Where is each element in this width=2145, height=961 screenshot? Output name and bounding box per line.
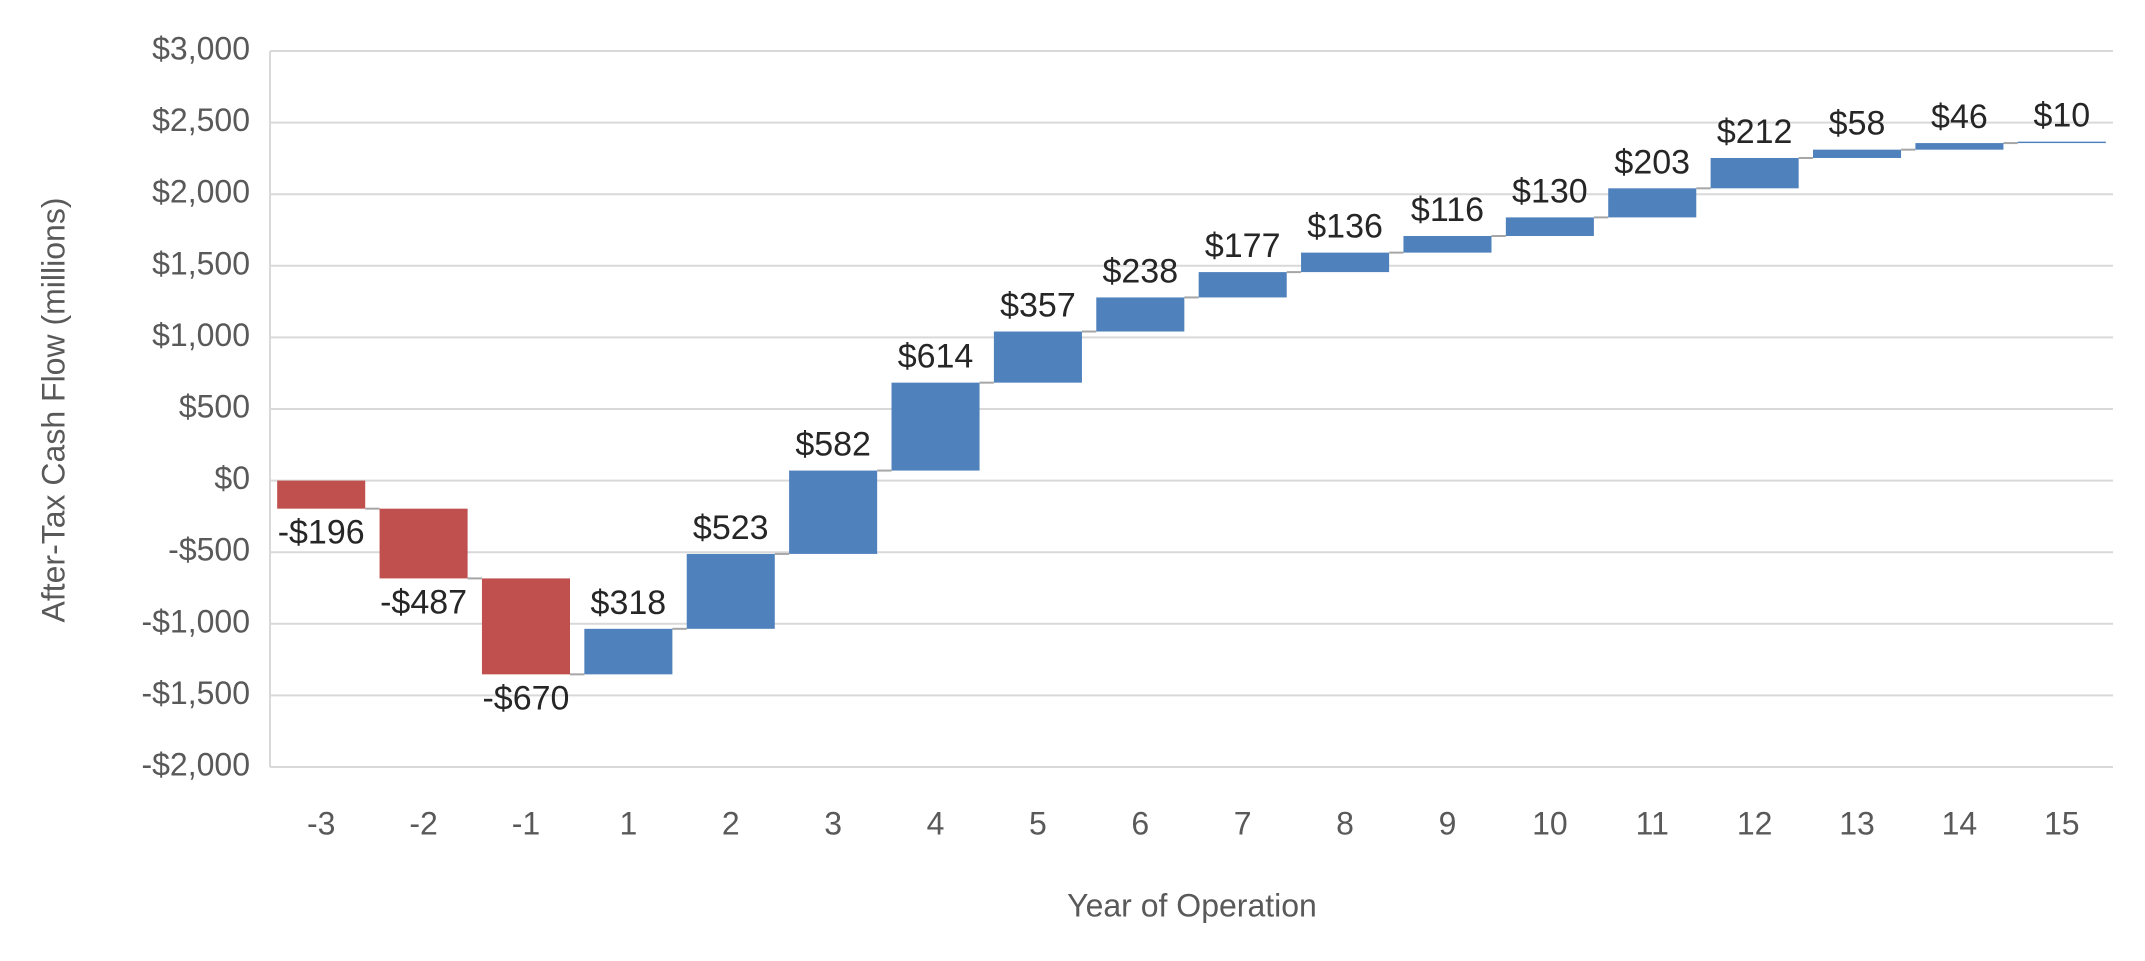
bar [1608,188,1697,218]
bar [379,508,468,579]
data-label: $130 [1512,172,1588,210]
y-tick-label: $2,500 [152,102,250,138]
bar [1096,297,1185,332]
y-tick-label: $0 [214,460,250,496]
bar [1505,217,1594,237]
data-label: $116 [1411,191,1484,229]
bar [891,382,980,471]
y-tick-label: $1,000 [152,317,250,353]
bar [1710,157,1799,189]
data-label: $46 [1931,98,1988,136]
y-tick-label: -$500 [168,532,250,568]
y-tick-label: $2,000 [152,174,250,210]
x-tick-label: 11 [1636,805,1669,841]
x-tick-label: 2 [722,805,740,841]
y-tick-label: -$1,000 [141,603,250,639]
y-tick-label: $500 [179,388,250,424]
bar [1915,143,2004,150]
y-axis-title: After-Tax Cash Flow (millions) [35,198,71,623]
data-label: $357 [1000,287,1076,325]
data-label: $614 [898,338,974,376]
x-tick-label: 13 [1839,805,1875,841]
y-tick-label: $3,000 [152,30,250,66]
x-tick-label: -1 [512,805,540,841]
x-tick-label: 8 [1336,805,1354,841]
data-label: $212 [1717,113,1793,151]
y-tick-label: $1,500 [152,245,250,281]
x-tick-label: -3 [307,805,335,841]
x-tick-label: 1 [619,805,637,841]
data-label: $136 [1307,208,1383,246]
x-tick-label: 9 [1439,805,1457,841]
x-tick-label: 7 [1234,805,1252,841]
y-tick-label: -$2,000 [141,746,250,782]
data-label: $10 [2033,97,2090,135]
data-label: $582 [795,426,871,464]
data-label: -$196 [278,514,365,552]
data-label: $523 [693,509,769,547]
x-tick-label: 6 [1131,805,1149,841]
bar [686,553,775,629]
x-tick-label: 10 [1532,805,1568,841]
bar [1403,236,1492,253]
bar [481,578,570,675]
bar [2017,141,2106,144]
bar [993,331,1082,383]
x-tick-label: 3 [824,805,842,841]
bar [1813,149,1902,158]
data-label: -$670 [482,679,569,717]
x-axis-title: Year of Operation [1067,887,1317,923]
data-label: $238 [1102,252,1178,290]
x-tick-label: 4 [927,805,945,841]
data-label: $58 [1829,105,1886,143]
data-label: $177 [1205,227,1281,265]
x-tick-label: 15 [2044,805,2080,841]
x-tick-label: -2 [409,805,437,841]
data-label: -$487 [380,583,467,621]
y-tick-label: -$1,500 [141,675,250,711]
data-label: $318 [591,584,667,622]
data-label: $203 [1614,143,1690,181]
bar [1301,252,1390,273]
bar [1198,272,1287,298]
bar [789,470,878,554]
x-tick-label: 12 [1737,805,1773,841]
bar [584,628,673,675]
x-tick-label: 14 [1942,805,1978,841]
bar [277,480,366,509]
x-tick-label: 5 [1029,805,1047,841]
